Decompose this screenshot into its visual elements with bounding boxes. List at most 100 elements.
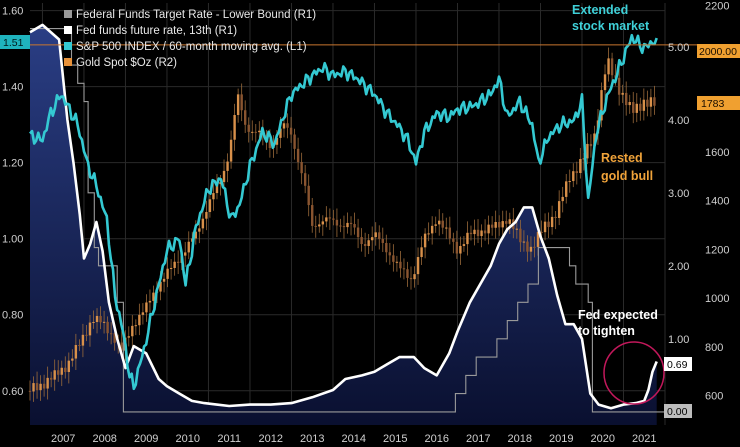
sp500-layer	[29, 33, 658, 391]
tag-gold-1783-bg	[697, 96, 740, 110]
gold-candle-body	[286, 123, 289, 128]
gold-candle-body	[501, 221, 504, 228]
gold-candle-body	[603, 74, 607, 91]
gold-candle-body	[32, 383, 35, 392]
gold-candle-body	[71, 358, 74, 361]
gold-candle-body	[152, 292, 155, 301]
gold-candle-body	[247, 124, 250, 132]
gold-candle-body	[342, 226, 346, 228]
left-axis-tick-label: 1.20	[2, 158, 23, 170]
gold-candle-body	[582, 158, 586, 160]
gold-candle-body	[346, 222, 349, 228]
gold-candle-body	[113, 333, 116, 343]
fed-funds-future-line-layer	[29, 23, 658, 410]
gold-candle-body	[229, 139, 233, 162]
gold-candle-body	[226, 161, 229, 171]
gold-candle-body	[240, 94, 243, 111]
sp500-line	[29, 33, 658, 391]
gold-candle-body	[441, 220, 444, 228]
right-axis-tick-label: 1600	[705, 147, 729, 159]
gold-candle-body	[381, 239, 384, 243]
gold-candle-body	[480, 230, 483, 237]
gold-candle-body	[138, 314, 141, 326]
value-tags: 1.51 2000.00 1783 0.69 0.00	[0, 35, 740, 418]
gold-candle-body	[646, 99, 649, 107]
fed-funds-future-area-layer	[30, 24, 657, 426]
right-axis-tick-label: 600	[705, 391, 723, 403]
gold-candle-body	[399, 261, 402, 269]
left-axis-tick-label: 0.60	[2, 386, 23, 398]
gold-candle-body	[46, 377, 49, 389]
annotation-extended-line1: Extended	[572, 3, 628, 17]
gold-candle-body	[385, 242, 388, 253]
gold-candle-body	[208, 199, 212, 213]
gold-candle-body	[515, 228, 519, 230]
gold-candle-body	[159, 281, 162, 292]
gold-candle-body	[589, 143, 593, 147]
gold-candle-body	[473, 229, 476, 235]
gold-candle-body	[339, 225, 342, 227]
gold-candle-body	[543, 221, 547, 233]
gold-candle-body	[529, 246, 533, 252]
gold-candle-body	[201, 218, 205, 229]
right-axis-tick-label: 1400	[705, 196, 729, 208]
gold-candle-body	[526, 241, 529, 252]
gold-candle-body	[109, 333, 113, 335]
gold-candle-body	[311, 205, 314, 226]
gold-candle-body	[349, 222, 353, 225]
gold-candle-body	[575, 171, 579, 174]
legend-label-fed-funds-future: Fed funds future rate, 13th (R1)	[76, 25, 237, 37]
gold-candle-body	[427, 233, 430, 235]
tag-gold-2000: 2000.00	[699, 46, 737, 58]
mid-axis-tick-label: 5.00	[668, 42, 689, 54]
gold-candle-body	[60, 367, 63, 375]
tag-target-rate: 0.00	[667, 406, 688, 418]
gold-candle-body	[392, 255, 395, 262]
x-axis-tick-label: 2012	[258, 433, 282, 445]
gold-candle-body	[413, 274, 416, 280]
gold-candle-body	[466, 232, 469, 245]
gold-candle-body	[402, 268, 406, 270]
target-rate-layer	[30, 28, 665, 413]
gold-candle-body	[35, 383, 39, 391]
legend-swatch-fed-funds-future	[64, 26, 72, 34]
gold-candle-body	[92, 322, 95, 324]
gold-candle-body	[653, 97, 656, 106]
gold-candle-body	[568, 181, 571, 183]
gold-candle-body	[378, 232, 381, 240]
gold-candle-body	[610, 58, 614, 76]
gold-candle-body	[67, 360, 71, 373]
x-axis-tick-label: 2010	[175, 433, 199, 445]
gold-candle-body	[353, 224, 356, 228]
gold-candle-body	[642, 99, 646, 111]
gold-candle-body	[148, 300, 152, 303]
gold-candle-body	[95, 315, 99, 323]
annotation-fed-line1: Fed expected	[578, 308, 658, 322]
mid-axis-tick-label: 1.00	[668, 334, 689, 346]
gold-candle-body	[236, 94, 240, 116]
annotation-rested-line2: gold bull	[601, 169, 653, 183]
gold-candle-body	[102, 321, 106, 323]
gold-candle-body	[332, 218, 335, 220]
gold-candle-body	[561, 196, 564, 202]
gold-candle-body	[314, 225, 317, 227]
gold-candle-body	[57, 370, 60, 375]
gold-candle-body	[134, 325, 138, 327]
gold-candle-body	[483, 230, 487, 234]
mid-axis-tick-label: 3.00	[668, 188, 689, 200]
gold-candle-body	[222, 170, 226, 183]
gold-candle-body	[303, 173, 307, 186]
left-axis-tick-label: 0.80	[2, 310, 23, 322]
gold-candle-body	[406, 269, 409, 278]
gold-candle-body	[85, 334, 88, 336]
gold-candle-body	[462, 244, 466, 246]
legend: Federal Funds Target Rate - Lower Bound …	[64, 9, 316, 69]
x-axis-tick-label: 2017	[466, 433, 490, 445]
gold-candle-body	[550, 216, 554, 228]
gold-candle-body	[325, 217, 328, 222]
gold-candle-body	[430, 225, 434, 234]
gold-candle-body	[335, 219, 339, 226]
x-axis-tick-label: 2020	[591, 433, 615, 445]
gold-candle-body	[187, 241, 190, 253]
